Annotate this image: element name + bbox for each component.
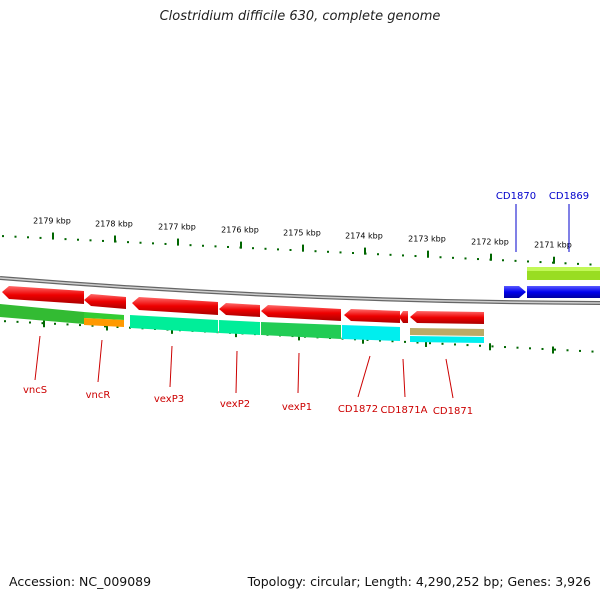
function-bar-vexP3 [130,315,218,333]
topology-label: Topology: [247,574,307,589]
function-bar-CD1871 [410,336,484,343]
length-value: 4,290,252 bp [415,574,500,589]
length-label: Length: [364,574,412,589]
gene-label-vexP3[interactable]: vexP3 [154,394,184,405]
scale-major-tick [552,346,554,354]
reverse-function-bars [0,304,484,343]
scale-major-tick [43,320,45,328]
scale-major-tick [114,235,116,243]
scale-major-tick [490,253,492,261]
scale-major-tick [489,343,491,351]
scale-label: 2172 kbp [471,238,509,247]
gene-arrow-CD1871[interactable] [410,311,484,324]
gene-arrow-vexP3[interactable] [132,297,218,315]
scale-major-tick [52,232,54,240]
scale-label: 2173 kbp [408,235,446,244]
gene-label-CD1871[interactable]: CD1871 [433,406,473,417]
leader-line-vncS [34,335,41,381]
scale-major-tick [302,244,304,252]
gene-labels: CD1870 CD1869 vncS vncR vexP3 vexP2 vexP1 CD187… [23,191,589,417]
gene-label-CD1872[interactable]: CD1872 [338,404,378,415]
scale-major-tick [177,238,179,246]
function-bar-vncR-upper [84,312,124,320]
gene-arrow-vexP2[interactable] [219,303,260,317]
scale-major-tick [106,323,108,331]
scale-track-forward [2,232,592,266]
accession-label: Accession: [9,574,76,589]
scale-label: 2178 kbp [95,220,133,229]
scale-major-tick [427,250,429,258]
scale-label: 2179 kbp [33,217,71,226]
leader-line-vncR [97,339,103,383]
accession-info: Accession: NC_009089 [9,574,151,589]
genes-value: 3,926 [555,574,591,589]
scale-major-tick [553,256,555,264]
forward-function-bar [527,267,600,280]
accession-value: NC_009089 [79,574,152,589]
scale-major-tick [364,247,366,255]
gene-label-vexP2[interactable]: vexP2 [220,399,250,410]
function-bar-vexP2 [219,320,260,335]
gene-label-vncR[interactable]: vncR [86,390,111,401]
leader-line-CD1871 [445,358,454,399]
reverse-genes [2,286,484,324]
leader-line-CD1871A [402,358,406,398]
genome-stats: Topology: circular; Length: 4,290,252 bp… [247,574,591,589]
scale-label: 2171 kbp [534,241,572,250]
function-bar-CD1872 [342,325,400,341]
map-title: Clostridium difficile 630, complete geno… [159,9,441,24]
gene-arrow-vncS[interactable] [2,286,84,304]
gene-label-CD1869[interactable]: CD1869 [549,191,589,202]
scale-label: 2175 kbp [283,229,321,238]
leader-line-vexP2 [235,350,238,394]
gene-label-CD1871A[interactable]: CD1871A [381,405,428,416]
gene-label-vncS[interactable]: vncS [23,385,47,396]
function-bar-CD1871-upper [410,328,484,336]
gene-arrow-vexP1[interactable] [261,305,341,321]
scale-major-tick [425,339,427,347]
gene-arrow-CD1871A[interactable] [399,311,408,323]
scale-label: 2174 kbp [345,232,383,241]
leader-line-vexP1 [297,352,300,394]
function-bar-vncR [84,318,124,327]
gene-label-CD1870[interactable]: CD1870 [496,191,536,202]
genes-label: Genes: [507,574,552,589]
gene-arrow-CD1872[interactable] [344,309,400,323]
scale-label: 2176 kbp [221,226,259,235]
scale-labels: 2179 kbp 2178 kbp 2177 kbp 2176 kbp 2175 kbp… [33,217,572,250]
scale-label: 2177 kbp [158,223,196,232]
topology-value: circular [310,574,357,589]
gene-arrow-vncR[interactable] [84,294,126,309]
function-bar-vncS [0,304,84,324]
function-bar-vexP1 [261,322,341,339]
gene-arrow-CD1869[interactable] [527,286,600,298]
leader-line-vexP3 [169,345,173,388]
gene-label-vexP1[interactable]: vexP1 [282,402,312,413]
leader-line-CD1872 [357,355,371,398]
forward-genes [504,286,600,298]
scale-major-tick [240,241,242,249]
scale-major-tick [362,336,364,344]
gene-arrow-CD1870[interactable] [504,286,526,298]
